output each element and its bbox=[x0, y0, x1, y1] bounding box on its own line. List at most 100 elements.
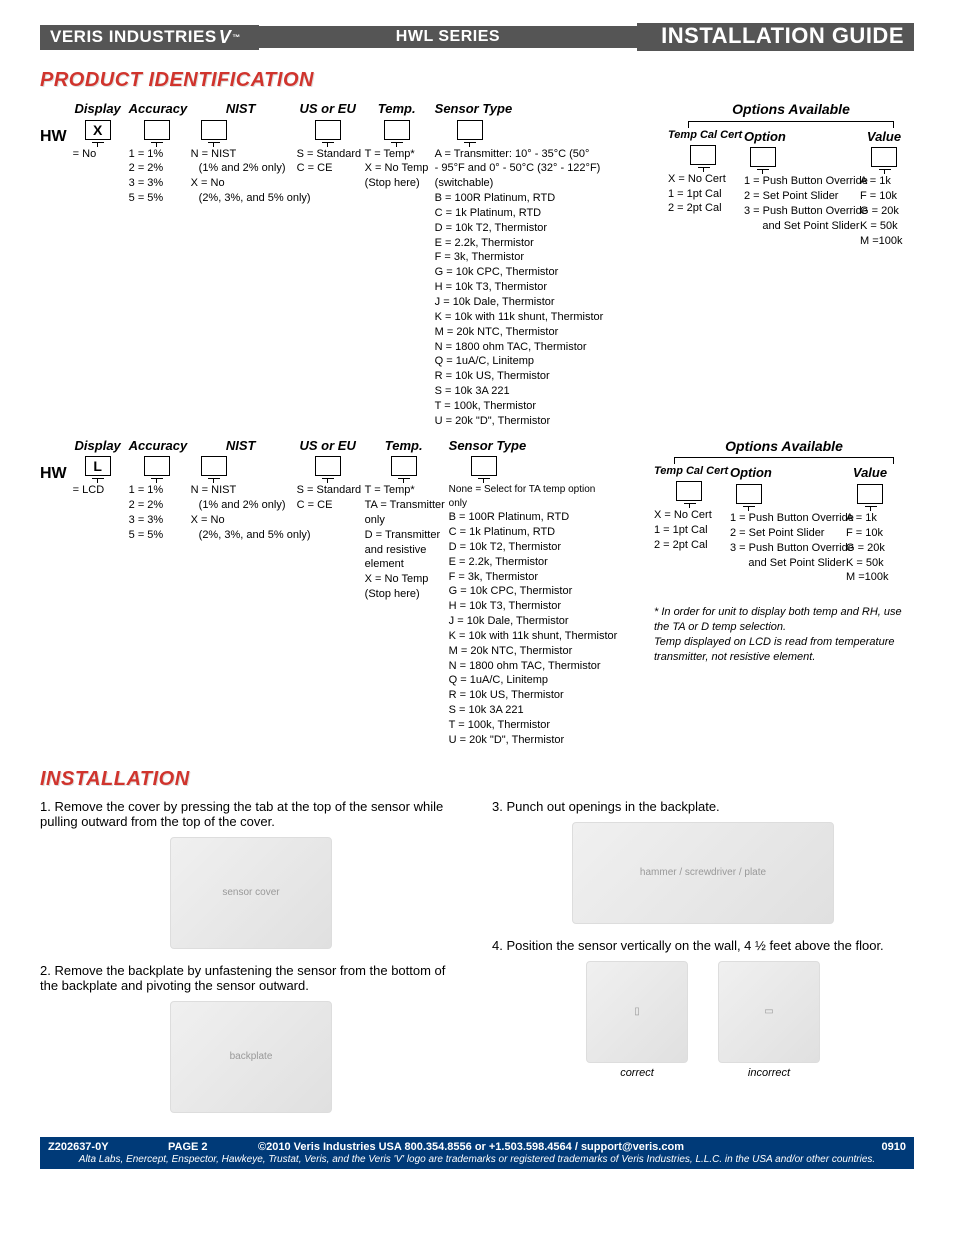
useu-d: C = CE bbox=[297, 161, 359, 176]
val-d: G = 20k bbox=[846, 541, 894, 556]
hw-prefix: HW bbox=[40, 126, 67, 148]
tcc-d: 2 = 2pt Cal bbox=[668, 201, 738, 216]
doc-number: Z202637-0Y bbox=[48, 1141, 168, 1153]
v-logo-icon: V bbox=[219, 27, 232, 48]
tcc-d: 2 = 2pt Cal bbox=[654, 538, 724, 553]
val-d: K = 50k bbox=[846, 556, 894, 571]
temp-note: * In order for unit to display both temp… bbox=[654, 605, 914, 664]
install-step-2: 2. Remove the backplate by unfastening t… bbox=[40, 963, 462, 1113]
val-d: A = 1k bbox=[846, 511, 894, 526]
display-box: L bbox=[85, 456, 111, 476]
value-label: Value bbox=[860, 128, 908, 146]
tcc-d: X = No Cert bbox=[668, 172, 738, 187]
sensor-d: J = 10k Dale, Thermistor bbox=[449, 614, 604, 629]
sensor-label: Sensor Type bbox=[435, 100, 590, 118]
tcc-label: Temp Cal Cert bbox=[668, 128, 738, 143]
options-title: Options Available bbox=[668, 100, 914, 119]
sensor-d: Q = 1uA/C, Linitemp bbox=[435, 354, 590, 369]
incorrect-caption: incorrect bbox=[718, 1067, 820, 1079]
display-desc: = No bbox=[73, 147, 123, 162]
options-title: Options Available bbox=[654, 437, 914, 456]
opt-d: 2 = Set Point Slider bbox=[744, 189, 854, 204]
sensor-d: G = 10k CPC, Thermistor bbox=[435, 265, 590, 280]
temp-d: T = Temp* bbox=[365, 147, 429, 162]
nist-d: X = No bbox=[191, 176, 291, 191]
nist-label: NIST bbox=[191, 437, 291, 455]
tcc-label: Temp Cal Cert bbox=[654, 464, 724, 479]
sensor-d: None = Select for TA temp option only bbox=[449, 483, 604, 510]
opt-d: 1 = Push Button Override bbox=[744, 174, 854, 189]
step3-image: hammer / screwdriver / plate bbox=[572, 822, 834, 924]
useu-d: S = Standard bbox=[297, 483, 359, 498]
note-line: Temp displayed on LCD is read from tempe… bbox=[654, 635, 914, 665]
val-d: M =100k bbox=[860, 234, 908, 249]
nist-d: N = NIST bbox=[191, 147, 291, 162]
sensor-label: Sensor Type bbox=[449, 437, 604, 455]
sensor-d: S = 10k 3A 221 bbox=[435, 384, 590, 399]
temp-d: TA = Transmitter bbox=[365, 498, 443, 513]
sensor-d: B = 100R Platinum, RTD bbox=[449, 510, 604, 525]
val-d: K = 50k bbox=[860, 219, 908, 234]
install-step-4: 4. Position the sensor vertically on the… bbox=[492, 938, 914, 1079]
temp-label: Temp. bbox=[365, 437, 443, 455]
hw-prefix: HW bbox=[40, 463, 67, 485]
acc-d: 2 = 2% bbox=[129, 161, 185, 176]
sensor-d: H = 10k T3, Thermistor bbox=[449, 599, 604, 614]
page-number: PAGE 2 bbox=[168, 1141, 258, 1153]
sensor-d: H = 10k T3, Thermistor bbox=[435, 280, 590, 295]
step-text: 2. Remove the backplate by unfastening t… bbox=[40, 963, 462, 993]
display-label: Display bbox=[73, 437, 123, 455]
accuracy-label: Accuracy bbox=[129, 100, 185, 118]
sensor-d: B = 100R Platinum, RTD bbox=[435, 191, 590, 206]
opt-d: 1 = Push Button Override bbox=[730, 511, 840, 526]
temp-d: (Stop here) bbox=[365, 176, 429, 191]
sensor-d: E = 2.2k, Thermistor bbox=[435, 236, 590, 251]
sensor-d: D = 10k T2, Thermistor bbox=[449, 540, 604, 555]
step2-image: backplate bbox=[170, 1001, 332, 1113]
step1-image: sensor cover bbox=[170, 837, 332, 949]
acc-d: 5 = 5% bbox=[129, 191, 185, 206]
sensor-d: T = 100k, Thermistor bbox=[449, 718, 604, 733]
value-label: Value bbox=[846, 464, 894, 482]
sensor-d: N = 1800 ohm TAC, Thermistor bbox=[435, 340, 590, 355]
sensor-d: A = Transmitter: 10° - 35°C (50° bbox=[435, 147, 590, 162]
sensor-d: K = 10k with 11k shunt, Thermistor bbox=[435, 310, 590, 325]
opt-d: and Set Point Slider bbox=[730, 556, 840, 571]
sensor-d: U = 20k "D", Thermistor bbox=[435, 414, 590, 429]
step-text: 3. Punch out openings in the backplate. bbox=[492, 799, 914, 814]
val-d: F = 10k bbox=[846, 526, 894, 541]
note-line: * In order for unit to display both temp… bbox=[654, 605, 914, 635]
nist-d: (1% and 2% only) bbox=[191, 498, 291, 513]
tcc-d: 1 = 1pt Cal bbox=[654, 523, 724, 538]
opt-d: 3 = Push Button Override bbox=[730, 541, 840, 556]
useu-label: US or EU bbox=[297, 100, 359, 118]
useu-d: S = Standard bbox=[297, 147, 359, 162]
tcc-d: 1 = 1pt Cal bbox=[668, 187, 738, 202]
temp-d: X = No Temp bbox=[365, 161, 429, 176]
accuracy-label: Accuracy bbox=[129, 437, 185, 455]
sensor-d: K = 10k with 11k shunt, Thermistor bbox=[449, 629, 604, 644]
temp-label: Temp. bbox=[365, 100, 429, 118]
sensor-d: R = 10k US, Thermistor bbox=[435, 369, 590, 384]
display-box: X bbox=[85, 120, 111, 140]
sensor-d: F = 3k, Thermistor bbox=[435, 250, 590, 265]
temp-d: D = Transmitter bbox=[365, 528, 443, 543]
sensor-d: C = 1k Platinum, RTD bbox=[435, 206, 590, 221]
partnumber-row-x: HW Display X = No Accuracy 1 = 1% 2 = 2%… bbox=[40, 100, 914, 429]
acc-d: 3 = 3% bbox=[129, 176, 185, 191]
correct-caption: correct bbox=[586, 1067, 688, 1079]
acc-d: 5 = 5% bbox=[129, 528, 185, 543]
temp-d: and resistive bbox=[365, 543, 443, 558]
display-desc: = LCD bbox=[73, 483, 123, 498]
install-step-1: 1. Remove the cover by pressing the tab … bbox=[40, 799, 462, 949]
header-bar: VERIS INDUSTRIES V ™ HWL SERIES INSTALLA… bbox=[40, 25, 914, 49]
sensor-d: F = 3k, Thermistor bbox=[449, 570, 604, 585]
sensor-d: J = 10k Dale, Thermistor bbox=[435, 295, 590, 310]
val-d: G = 20k bbox=[860, 204, 908, 219]
nist-d: (2%, 3%, and 5% only) bbox=[191, 528, 291, 543]
sensor-d: S = 10k 3A 221 bbox=[449, 703, 604, 718]
useu-d: C = CE bbox=[297, 498, 359, 513]
val-d: F = 10k bbox=[860, 189, 908, 204]
temp-d: T = Temp* bbox=[365, 483, 443, 498]
sensor-d: M = 20k NTC, Thermistor bbox=[435, 325, 590, 340]
